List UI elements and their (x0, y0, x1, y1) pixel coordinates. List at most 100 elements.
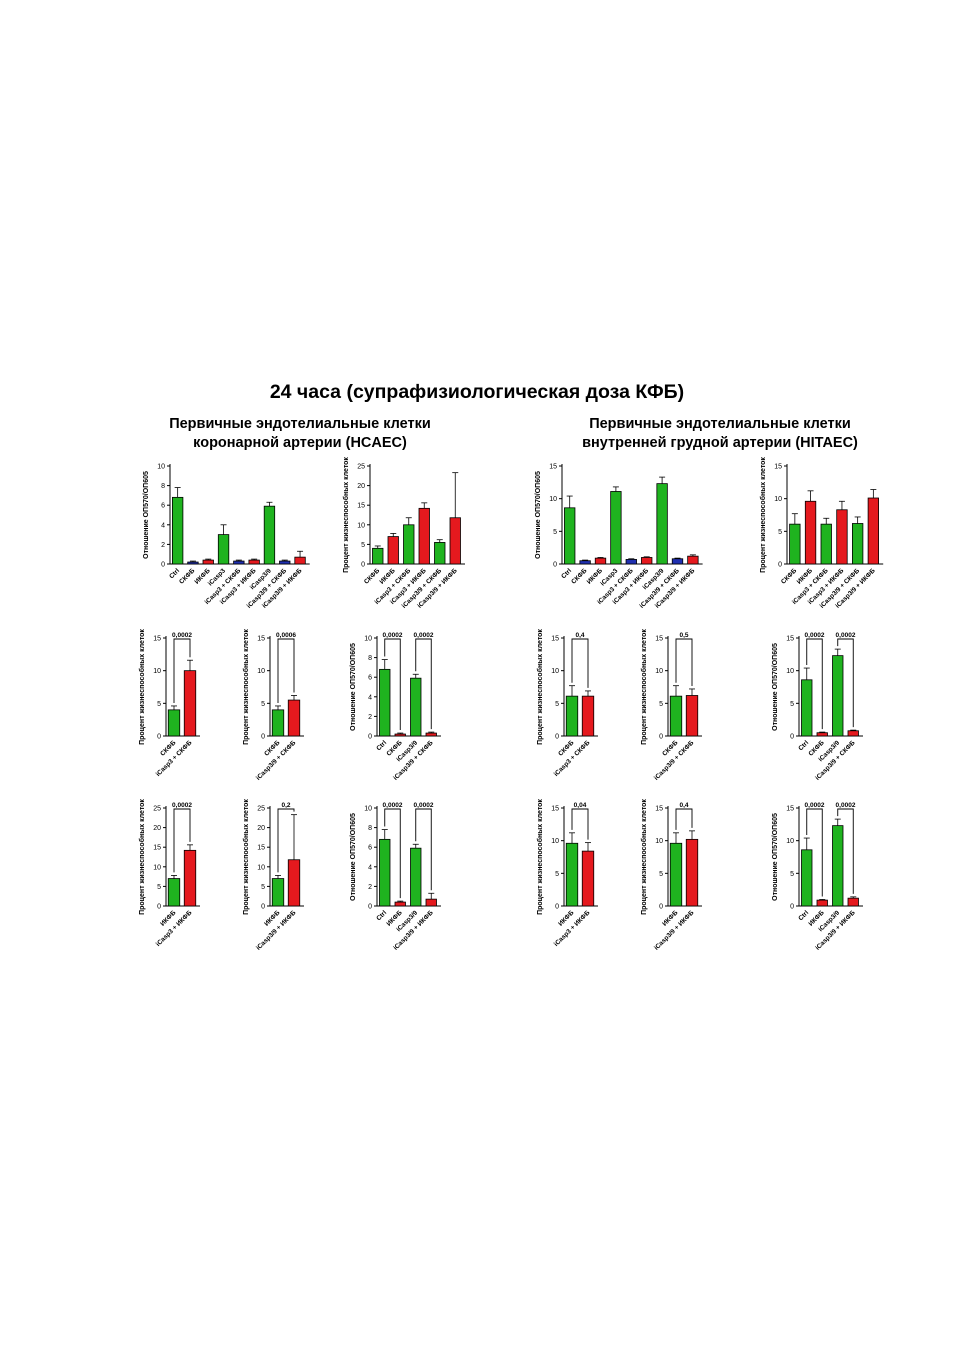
significance-bracket (277, 808, 295, 873)
y-axis-label: Отношение ОП570/ОП605 (535, 471, 542, 559)
y-tick-label: 15 (786, 806, 794, 813)
bar (565, 695, 579, 737)
bar (687, 555, 699, 565)
p-value-label: 0,0002 (836, 632, 856, 639)
y-axis-label: Процент жизнеспособных клеток (242, 629, 250, 745)
significance-bracket (675, 638, 693, 686)
x-tick-label: СКФБ (178, 567, 196, 585)
bar (263, 505, 276, 565)
bar (202, 559, 214, 565)
p-value-label: 0,0002 (172, 802, 192, 809)
y-tick-label: 15 (153, 636, 161, 643)
y-tick-label: 10 (157, 464, 165, 471)
y-axis-label: Отношение ОП570/ОП605 (772, 813, 779, 901)
x-tick-label: Ctrl (375, 909, 388, 922)
hitaec-title-line1: Первичные эндотелиальные клетки (589, 416, 851, 432)
p-value-label: 0,0002 (805, 802, 825, 809)
y-tick-label: 15 (357, 503, 365, 510)
p-value-label: 0,0002 (383, 802, 403, 809)
p-value-label: 0,0002 (172, 632, 192, 639)
bar (625, 559, 637, 565)
y-tick-label: 10 (153, 864, 161, 871)
bar (685, 695, 699, 737)
hcaec-title-line1: Первичные эндотелиальные клетки (169, 416, 431, 432)
y-tick-label: 10 (257, 864, 265, 871)
y-tick-label: 0 (368, 734, 372, 741)
y-tick-label: 4 (368, 694, 372, 701)
bar (183, 670, 197, 737)
bar (801, 679, 813, 737)
hcaec-title-line2: коронарной артерии (HCAEC) (193, 435, 407, 451)
bar (852, 523, 864, 565)
bar (610, 491, 622, 565)
bar (564, 507, 576, 565)
y-tick-label: 15 (551, 806, 559, 813)
y-tick-label: 6 (368, 675, 372, 682)
significance-bracket (571, 638, 589, 688)
bar (217, 534, 230, 565)
y-tick-label: 4 (161, 522, 165, 529)
bar (581, 850, 595, 907)
y-tick-label: 10 (786, 668, 794, 675)
bar (410, 847, 422, 907)
bar (594, 557, 607, 565)
y-tick-label: 0 (790, 904, 794, 911)
bar (425, 732, 437, 737)
y-tick-label: 20 (153, 825, 161, 832)
bar (294, 556, 306, 565)
y-tick-label: 10 (153, 668, 161, 675)
significance-bracket (837, 808, 854, 894)
y-tick-label: 0 (659, 734, 663, 741)
bar (233, 560, 245, 565)
significance-bracket (277, 638, 295, 703)
y-axis-label: Отношение ОП570/ОП605 (143, 471, 150, 559)
bar (669, 842, 683, 907)
y-tick-label: 0 (555, 734, 559, 741)
y-tick-label: 5 (555, 701, 559, 708)
y-tick-label: 15 (774, 464, 782, 471)
y-tick-label: 5 (157, 884, 161, 891)
y-tick-label: 6 (368, 845, 372, 852)
p-value-label: 0,2 (281, 802, 290, 809)
bar (425, 898, 437, 907)
y-tick-label: 10 (774, 496, 782, 503)
y-tick-label: 15 (257, 636, 265, 643)
bar (394, 901, 406, 907)
bar (379, 838, 391, 907)
significance-bracket (415, 808, 432, 891)
p-value-label: 0,0002 (414, 802, 434, 809)
y-tick-label: 15 (257, 845, 265, 852)
bar (804, 500, 817, 565)
y-tick-label: 0 (157, 904, 161, 911)
y-axis-label: Процент жизнеспособных клеток (536, 799, 544, 915)
p-value-label: 0,4 (575, 632, 584, 639)
y-tick-label: 5 (790, 871, 794, 878)
hitaec-title-line2: внутренней грудной артерии (HITAEC) (582, 435, 858, 451)
y-tick-label: 0 (157, 734, 161, 741)
bar (403, 524, 415, 565)
bar (418, 507, 430, 565)
significance-bracket (806, 808, 823, 897)
y-axis-label: Процент жизнеспособных клеток (640, 799, 648, 915)
bar (271, 878, 285, 907)
y-axis-label: Процент жизнеспособных клеток (759, 457, 767, 573)
bar (801, 849, 813, 907)
bar (565, 842, 579, 907)
p-value-label: 0,0006 (276, 632, 296, 639)
bar (434, 542, 446, 565)
y-tick-label: 5 (553, 529, 557, 536)
y-tick-label: 0 (261, 904, 265, 911)
y-tick-label: 5 (778, 529, 782, 536)
p-value-label: 0,4 (679, 802, 688, 809)
bar (579, 560, 591, 565)
y-tick-label: 0 (553, 562, 557, 569)
y-axis-label: Процент жизнеспособных клеток (536, 629, 544, 745)
bar (379, 668, 391, 737)
bar (287, 859, 301, 907)
